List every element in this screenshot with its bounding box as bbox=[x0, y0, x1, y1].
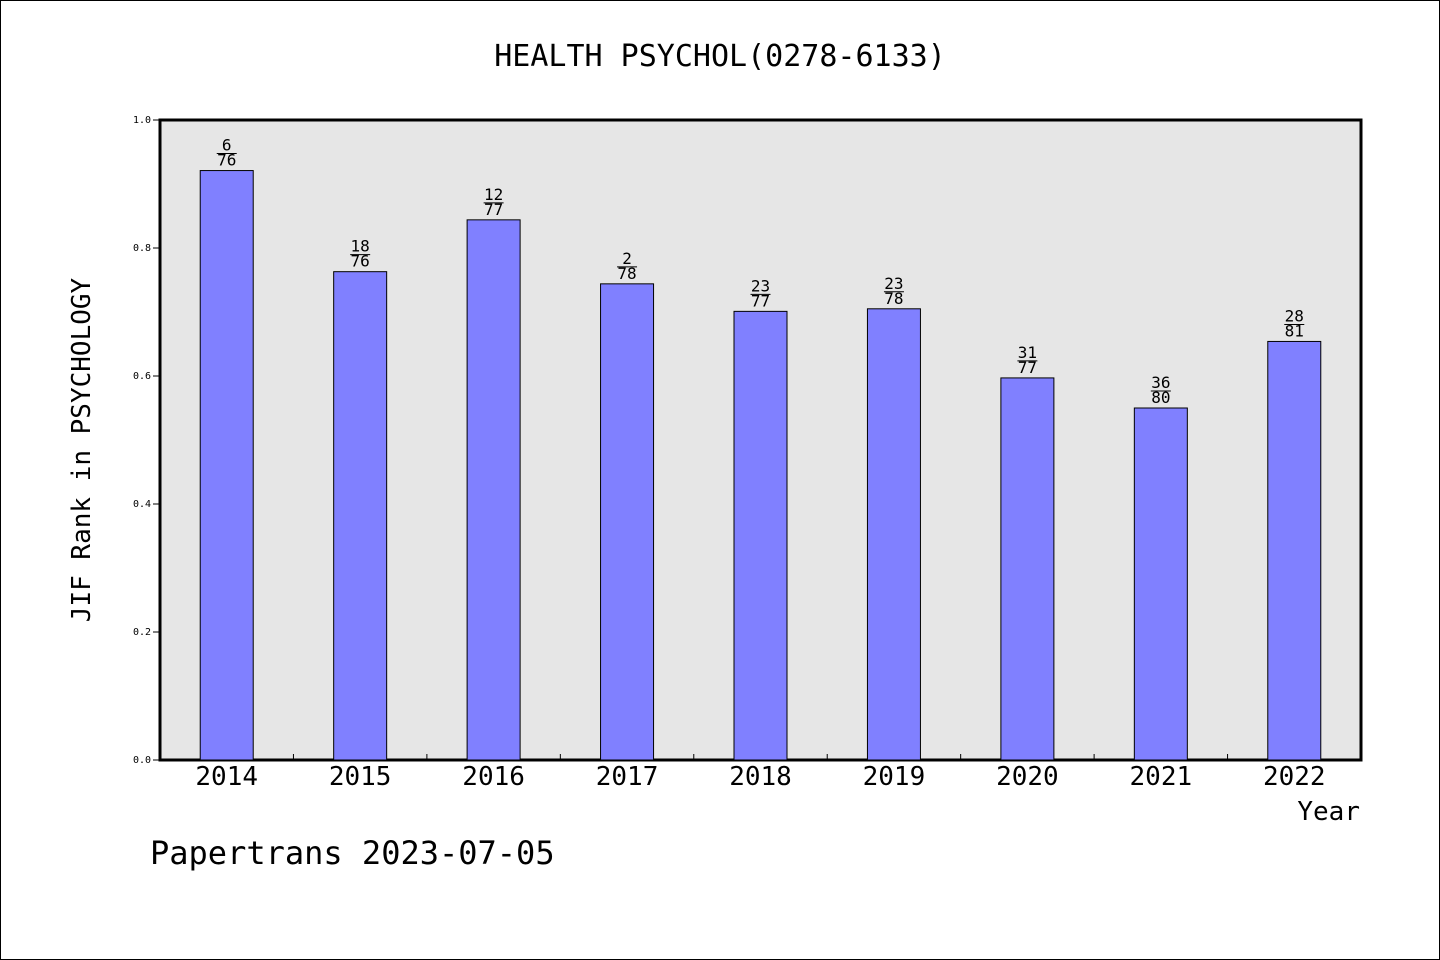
x-tick-label: 2016 bbox=[462, 762, 525, 792]
x-tick-label: 2014 bbox=[195, 762, 258, 792]
bar-rank-label: 23 bbox=[751, 276, 770, 295]
bar-2017 bbox=[600, 283, 655, 761]
bar-total-label: 80 bbox=[1151, 388, 1170, 407]
y-tick-label: 0.0 bbox=[133, 755, 151, 766]
footer-source: Papertrans 2023-07-05 bbox=[150, 834, 555, 872]
bar-total-label: 77 bbox=[751, 291, 770, 310]
bar-total-label: 76 bbox=[217, 151, 236, 170]
y-tick-label: 0.2 bbox=[133, 627, 151, 638]
bar-total-label: 81 bbox=[1285, 321, 1304, 340]
bar-2015 bbox=[333, 271, 388, 761]
bar-rank-label: 2 bbox=[622, 249, 632, 268]
bar-2020 bbox=[1000, 377, 1055, 761]
bar-2019 bbox=[866, 308, 921, 761]
bar-total-label: 76 bbox=[351, 252, 370, 271]
bar-2016 bbox=[466, 219, 521, 761]
y-axis: 0.0 0.2 0.4 0.6 0.8 1.0 bbox=[133, 115, 160, 766]
bar-total-label: 78 bbox=[884, 289, 903, 308]
bar-2022 bbox=[1267, 340, 1322, 761]
y-axis-label: JIF Rank in PSYCHOLOGY bbox=[67, 277, 97, 622]
y-tick-label: 0.8 bbox=[133, 243, 151, 254]
bar-rank-label: 6 bbox=[222, 136, 232, 155]
bar-2014 bbox=[199, 170, 254, 761]
x-tick-label: 2017 bbox=[596, 762, 659, 792]
bar-rank-label: 18 bbox=[351, 237, 370, 256]
bar-2018 bbox=[733, 310, 788, 761]
bar-2021 bbox=[1133, 407, 1188, 761]
bar-rank-label: 36 bbox=[1151, 373, 1170, 392]
x-tick-label: 2019 bbox=[863, 762, 926, 792]
bar-rank-label: 23 bbox=[884, 274, 903, 293]
chart-title: HEALTH PSYCHOL(0278-6133) bbox=[494, 39, 946, 74]
x-tick-label: 2022 bbox=[1263, 762, 1326, 792]
x-axis: 2014 2015 2016 2017 2018 2019 2020 2021 2022 bbox=[195, 754, 1326, 792]
y-tick-label: 1.0 bbox=[133, 115, 151, 126]
bar-total-label: 77 bbox=[484, 200, 503, 219]
y-tick-label: 0.6 bbox=[133, 371, 151, 382]
y-tick-label: 0.4 bbox=[133, 499, 151, 510]
x-tick-label: 2021 bbox=[1130, 762, 1193, 792]
bar-total-label: 78 bbox=[617, 264, 636, 283]
bar-total-label: 77 bbox=[1018, 358, 1037, 377]
x-tick-label: 2015 bbox=[329, 762, 392, 792]
x-tick-label: 2020 bbox=[996, 762, 1059, 792]
bar-rank-label: 28 bbox=[1285, 306, 1304, 325]
bar-rank-label: 31 bbox=[1018, 343, 1037, 362]
x-axis-label: Year bbox=[1297, 797, 1360, 827]
x-tick-label: 2018 bbox=[729, 762, 792, 792]
bar-rank-label: 12 bbox=[484, 185, 503, 204]
bars bbox=[199, 170, 1322, 761]
